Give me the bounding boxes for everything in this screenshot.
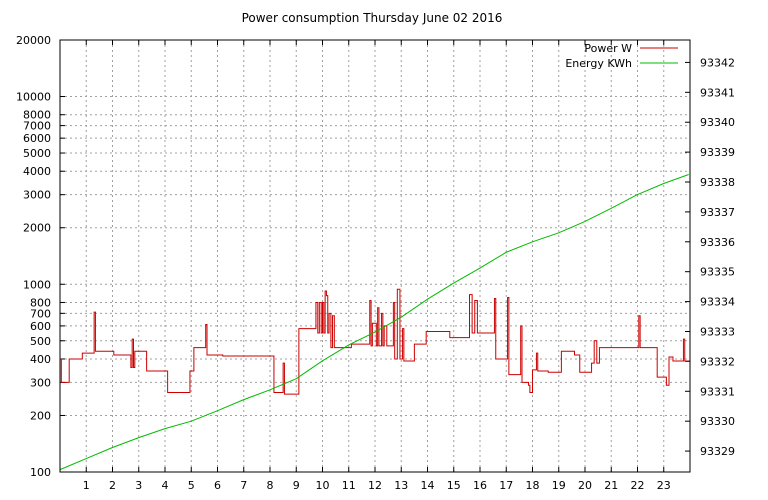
- y-left-tick-label: 4000: [23, 165, 51, 178]
- x-tick-label: 3: [135, 479, 142, 492]
- x-tick-label: 23: [657, 479, 671, 492]
- x-tick-label: 12: [368, 479, 382, 492]
- y-left-tick-label: 20000: [16, 34, 51, 47]
- y-left-tick-label: 1000: [23, 278, 51, 291]
- y-left-tick-label: 2000: [23, 222, 51, 235]
- y-right-tick-label: 93336: [700, 236, 735, 249]
- y-right-tick-label: 93337: [700, 206, 735, 219]
- y-right-tick-label: 93338: [700, 176, 735, 189]
- legend-label-power: Power W: [584, 42, 632, 55]
- x-tick-label: 18: [526, 479, 540, 492]
- x-tick-label: 5: [188, 479, 195, 492]
- x-tick-label: 13: [394, 479, 408, 492]
- x-tick-label: 11: [342, 479, 356, 492]
- y-left-tick-label: 300: [30, 376, 51, 389]
- y-right-tick-label: 93333: [700, 325, 735, 338]
- series-line-energy: [59, 174, 689, 471]
- x-tick-label: 20: [578, 479, 592, 492]
- x-tick-label: 6: [214, 479, 221, 492]
- y-right-tick-label: 93332: [700, 355, 735, 368]
- legend-label-energy: Energy KWh: [565, 57, 632, 70]
- x-tick-label: 17: [499, 479, 513, 492]
- y-left-tick-label: 7000: [23, 120, 51, 133]
- x-tick-label: 14: [421, 479, 435, 492]
- grid: [60, 39, 690, 473]
- x-tick-label: 10: [316, 479, 330, 492]
- x-tick-label: 9: [293, 479, 300, 492]
- y-left-tick-label: 8000: [23, 109, 51, 122]
- chart-title: Power consumption Thursday June 02 2016: [242, 11, 503, 25]
- y-right-tick-label: 93331: [700, 385, 735, 398]
- y-right-tick-label: 93341: [700, 86, 735, 99]
- x-tick-label: 21: [604, 479, 618, 492]
- x-tick-label: 8: [267, 479, 274, 492]
- series: [59, 174, 690, 471]
- y-left-tick-label: 5000: [23, 147, 51, 160]
- y-left-tick-label: 600: [30, 320, 51, 333]
- y-left-tick-label: 6000: [23, 132, 51, 145]
- x-tick-label: 16: [473, 479, 487, 492]
- y-right-tick-label: 93342: [700, 56, 735, 69]
- x-tick-label: 1: [83, 479, 90, 492]
- y-left-tick-label: 100: [30, 466, 51, 479]
- legend: Power W Energy KWh: [565, 42, 678, 70]
- y-right-tick-label: 93335: [700, 266, 735, 279]
- x-tick-label: 4: [162, 479, 169, 492]
- y-left-tick-label: 500: [30, 335, 51, 348]
- y-left-tick-label: 200: [30, 409, 51, 422]
- plot-frame: [59, 39, 691, 473]
- x-tick-label: 7: [240, 479, 247, 492]
- y-left-tick-label: 800: [30, 296, 51, 309]
- y-right-tick-label: 93340: [700, 116, 735, 129]
- y-right-tick-label: 93330: [700, 415, 735, 428]
- y-left-tick-label: 3000: [23, 189, 51, 202]
- axis-ticks: 1 2 3 4 5 6 7 8 9 10 11 12 13 14 15 16 17 18 19 20 21 22 23100…: [16, 34, 735, 492]
- y-right-tick-label: 93334: [700, 296, 735, 309]
- y-right-tick-label: 93329: [700, 445, 735, 458]
- x-tick-label: 2: [109, 479, 116, 492]
- y-right-tick-label: 93339: [700, 146, 735, 159]
- y-left-tick-label: 10000: [16, 91, 51, 104]
- x-tick-label: 19: [552, 479, 566, 492]
- y-left-tick-label: 400: [30, 353, 51, 366]
- x-tick-label: 22: [631, 479, 645, 492]
- x-tick-label: 15: [447, 479, 461, 492]
- y-left-tick-label: 700: [30, 307, 51, 320]
